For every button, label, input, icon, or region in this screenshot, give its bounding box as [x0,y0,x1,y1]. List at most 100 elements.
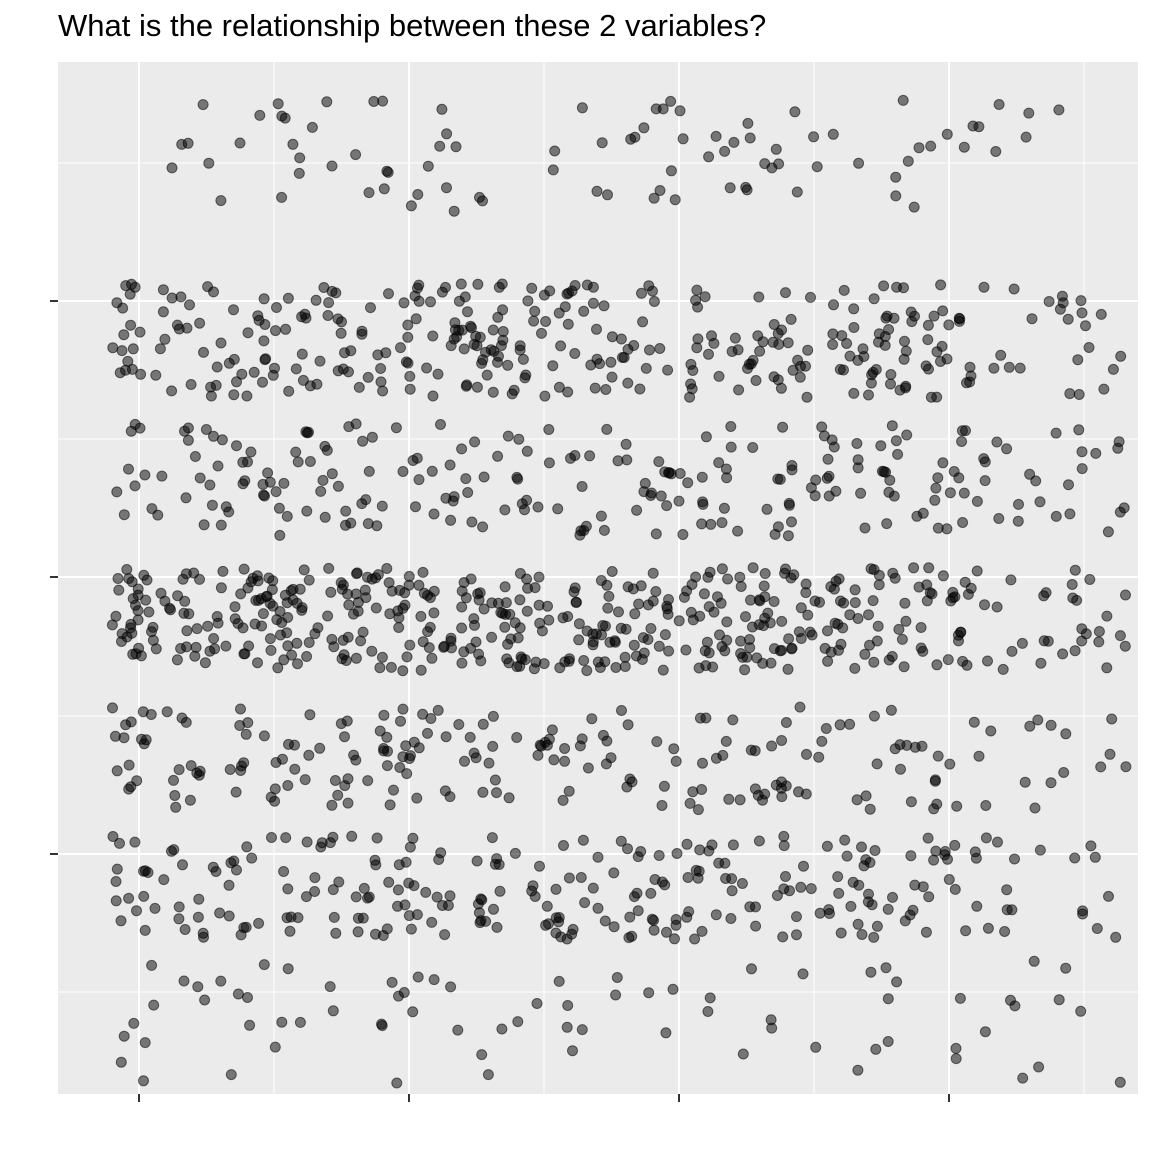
data-point [587,628,599,640]
data-point [465,320,476,332]
data-point [215,975,227,987]
data-point [434,140,446,152]
data-point [602,602,614,614]
data-point [576,481,588,492]
data-point [674,105,686,117]
data-point [111,765,123,777]
data-point [514,594,526,606]
data-point [266,832,277,843]
data-point [776,615,788,627]
data-point [810,1041,822,1053]
data-point [558,840,569,851]
data-point [521,445,533,457]
data-point [378,709,390,721]
data-point [202,620,214,632]
data-point [1102,526,1114,538]
data-point [865,966,877,978]
data-point [110,876,122,887]
data-point [366,431,378,443]
data-point [304,709,316,721]
data-point [1063,479,1074,491]
data-point [601,423,613,435]
data-point [1026,313,1038,325]
data-point [264,597,276,609]
data-point [1110,931,1122,943]
data-point [692,872,704,884]
data-point [303,749,315,761]
data-point [599,915,611,927]
data-point [253,917,265,929]
data-point [835,595,846,607]
data-point [725,421,737,432]
data-point [778,840,790,852]
data-point [668,743,680,755]
data-point [922,832,934,844]
data-point [393,622,405,633]
data-point [455,278,467,290]
data-point [586,713,598,725]
data-point [653,640,665,652]
data-point [321,444,333,456]
data-point [461,379,473,391]
data-point [282,780,294,791]
data-point [634,383,646,395]
data-point [543,614,555,626]
data-point [885,378,896,390]
data-point [671,848,683,859]
data-point [336,583,348,595]
data-point [553,307,565,319]
data-point [126,576,138,588]
data-point [811,161,823,173]
data-point [489,774,501,786]
data-point [280,832,292,844]
data-point [258,293,270,305]
data-point [772,521,784,533]
data-point [637,632,649,644]
data-point [1069,564,1081,576]
data-point [149,902,161,914]
data-point [775,382,787,394]
data-point [907,904,919,916]
data-point [1069,852,1081,864]
data-point [597,729,609,741]
data-point [215,582,227,594]
data-point [493,859,505,870]
data-point [411,792,423,804]
data-point [632,905,644,917]
data-point [431,891,443,903]
data-point [453,295,465,307]
data-point [836,330,848,342]
data-point [281,510,293,522]
data-point [1093,626,1105,637]
data-point [1053,104,1065,116]
data-point [330,287,342,299]
data-point [713,857,725,869]
data-point [350,652,362,664]
data-point [242,582,254,594]
data-point [644,344,655,356]
data-point [241,390,253,402]
data-point [1076,635,1088,647]
data-point [335,718,347,730]
data-point [654,343,666,354]
data-point [539,390,551,402]
data-point [1050,510,1062,522]
data-point [546,724,558,736]
data-point [780,871,791,882]
data-point [203,157,215,169]
data-point [323,562,335,574]
data-point [782,663,794,675]
data-point [704,992,716,1004]
data-point [727,714,739,726]
data-point [991,436,1003,448]
data-point [873,569,885,581]
data-point [997,663,1009,675]
data-point [1066,579,1078,590]
data-point [428,974,440,986]
data-point [595,575,607,586]
data-point [631,504,643,516]
data-point [1050,427,1062,439]
data-point [401,768,413,780]
data-point [374,725,386,737]
data-point [869,845,881,856]
